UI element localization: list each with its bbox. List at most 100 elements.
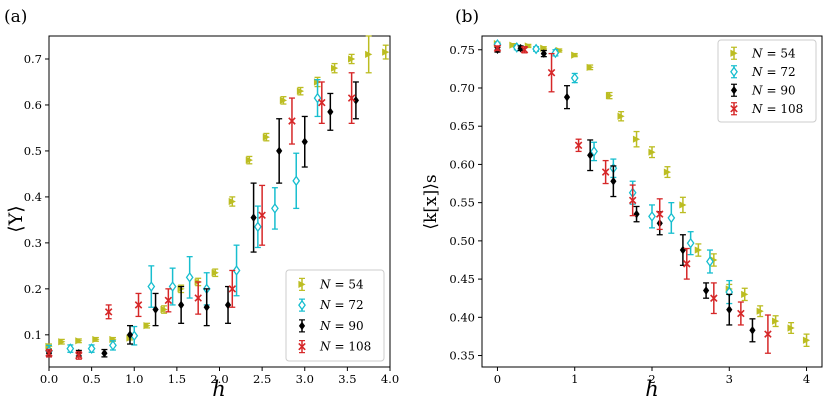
data-point [271,202,279,214]
legend-label-symbol: N [751,102,763,116]
data-point [352,96,359,105]
x-tick-label: 0.5 [82,372,100,386]
data-point [330,64,339,72]
data-point [772,317,780,325]
legend: N = 54 N = 72 N = 90 N = 108 [285,269,385,362]
series-90 [45,81,359,358]
data-point [667,212,676,224]
legend-label-symbol: N [751,65,763,79]
data-point [168,281,177,292]
legend-label-value: = 108 [335,340,372,354]
legend-label: N = 108 [319,340,371,354]
x-tick-label: 3.0 [296,372,314,386]
data-point [686,237,695,249]
data-point [109,339,117,351]
y-tick-label: 0.60 [449,157,475,171]
data-point [551,47,560,59]
legend: N = 54 N = 72 N = 90 N = 108 [717,39,817,123]
data-point [532,43,540,55]
data-point [802,336,811,344]
data-point [245,156,253,164]
legend-marker [730,104,738,113]
legend-marker [730,49,738,57]
legend-marker [298,321,306,331]
data-point [617,112,625,120]
data-point [601,168,610,176]
data-point [203,302,210,312]
data-point [605,92,614,100]
data-point [348,55,356,63]
data-point [262,133,270,141]
data-point [702,286,710,295]
data-point [160,305,168,314]
y-tick-label: 0.40 [449,310,475,324]
data-point [143,322,151,330]
data-point [570,72,579,84]
series-54 [493,40,811,348]
y-tick-label: 0.7 [24,52,42,66]
data-point [509,41,517,49]
legend-box [285,269,385,362]
data-point [493,44,502,52]
data-point [228,197,236,206]
data-point [726,305,733,314]
legend-label: N = 72 [751,65,796,79]
data-point [224,300,232,310]
data-point [749,326,756,335]
data-point [87,343,96,355]
y-tick-label: 0.35 [449,349,475,363]
x-tick-label: 2.5 [253,372,271,386]
legend-marker [298,342,306,351]
series-108 [45,72,356,360]
panel-b-xlabel: h [645,377,659,401]
data-point [75,337,83,345]
y-tick-label: 0.55 [449,196,475,210]
legend-label-symbol: N [319,340,331,354]
legend-label: N = 54 [751,46,796,60]
data-point [296,87,305,95]
data-point [258,211,266,220]
data-point [547,68,556,77]
data-point [756,307,764,315]
data-point [147,281,156,292]
data-point [563,92,571,102]
data-point [517,43,524,53]
data-point [232,265,241,276]
x-tick-label: 1.5 [168,372,186,386]
legend-label-symbol: N [319,298,331,312]
data-point [683,260,691,268]
data-point [610,176,617,186]
y-tick-label: 0.1 [24,328,42,342]
data-point [66,343,75,355]
x-tick-label: 2 [648,372,655,386]
data-point [178,300,185,310]
legend-label-value: = 90 [767,83,796,97]
data-point [101,348,108,358]
data-point [571,51,579,59]
data-point [382,48,390,56]
data-point [134,301,143,309]
legend-label-symbol: N [319,319,331,333]
data-point [194,294,202,302]
data-point [706,256,714,267]
data-point [694,246,702,254]
legend-label-value: = 54 [767,46,797,60]
legend-label-value: = 72 [335,298,364,312]
legend-label-value: = 90 [335,319,364,333]
data-point [648,148,656,156]
data-point [250,213,257,222]
data-point [679,201,687,209]
data-point [632,135,641,143]
legend-marker [298,299,306,311]
x-tick-label: 4.0 [381,372,399,386]
x-tick-label: 2.0 [210,372,228,386]
data-point [737,309,745,318]
data-point [75,351,83,360]
data-point [211,269,219,277]
legend-box [717,39,817,123]
data-point [45,349,53,357]
data-point [587,150,594,160]
panel-a-ylabel: ⟨Υ⟩ [5,205,27,232]
data-point [655,210,664,218]
